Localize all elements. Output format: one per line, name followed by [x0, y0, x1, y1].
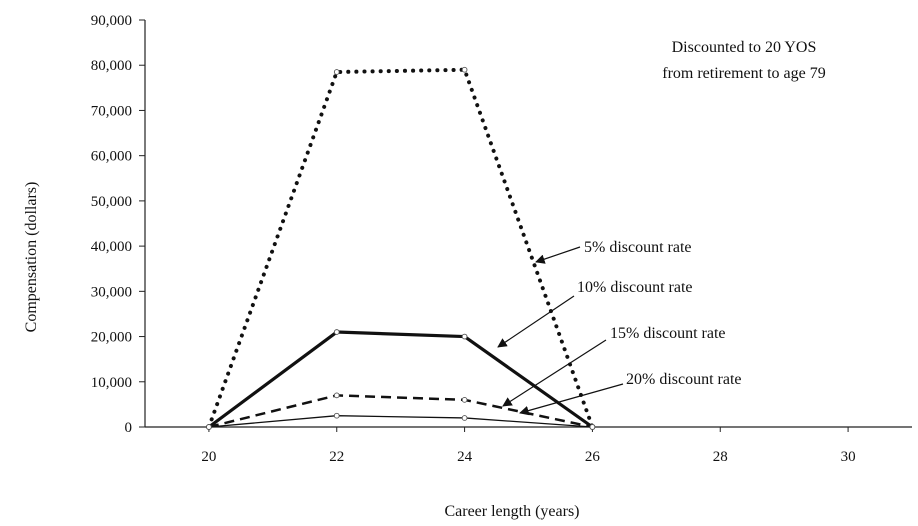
y-tick-label: 40,000 [91, 239, 132, 255]
series-label-2: 10% discount rate [577, 279, 693, 296]
series-label-arrow [502, 339, 607, 407]
data-point [206, 424, 212, 430]
series-label-arrow [519, 383, 624, 416]
series-label-arrow [497, 295, 575, 348]
y-tick-label: 70,000 [91, 103, 132, 119]
y-tick-label: 0 [125, 420, 133, 436]
series-line-4 [208, 415, 593, 428]
y-tick-labels: 0 10,000 20,000 30,000 40,000 50,000 60,000 70,… [91, 13, 145, 436]
x-tick-label: 30 [841, 449, 856, 465]
series-line-2 [207, 330, 594, 429]
data-point [461, 66, 468, 73]
data-point [333, 392, 340, 399]
y-tick-label: 80,000 [91, 58, 132, 74]
series-label-4: 20% discount rate [626, 371, 742, 388]
data-point [333, 329, 340, 335]
data-point [461, 333, 468, 340]
annotation-line-2: from retirement to age 79 [662, 65, 826, 82]
x-tick-label: 20 [201, 449, 216, 465]
x-tick-label: 22 [329, 449, 344, 465]
series-label-1: 5% discount rate [584, 239, 692, 256]
series-label-arrow [535, 246, 581, 264]
data-point [333, 69, 340, 75]
y-tick-label: 30,000 [91, 284, 132, 300]
data-point [461, 415, 468, 421]
y-tick-label: 50,000 [91, 194, 132, 210]
y-tick-label: 90,000 [91, 13, 132, 29]
data-point [461, 397, 468, 403]
x-tick-label: 24 [457, 449, 473, 465]
series-label-3: 15% discount rate [610, 325, 726, 342]
data-point [589, 424, 596, 430]
annotation-line-1: Discounted to 20 YOS [672, 39, 817, 56]
data-point [333, 412, 340, 419]
y-tick-label: 10,000 [91, 375, 132, 391]
series-lines [206, 66, 596, 430]
x-axis-title: Career length (years) [444, 503, 579, 520]
y-axis-title: Compensation (dollars) [23, 182, 40, 333]
axes [144, 20, 912, 428]
series-labels: 5% discount rate 10% discount rate 15% dis… [497, 239, 742, 416]
x-tick-label: 26 [585, 449, 601, 465]
y-tick-label: 60,000 [91, 149, 132, 165]
x-tick-label: 28 [713, 449, 728, 465]
x-tick-labels: 20 22 24 26 28 30 [201, 427, 856, 465]
y-tick-label: 20,000 [91, 330, 132, 346]
series-line-1 [206, 67, 595, 429]
